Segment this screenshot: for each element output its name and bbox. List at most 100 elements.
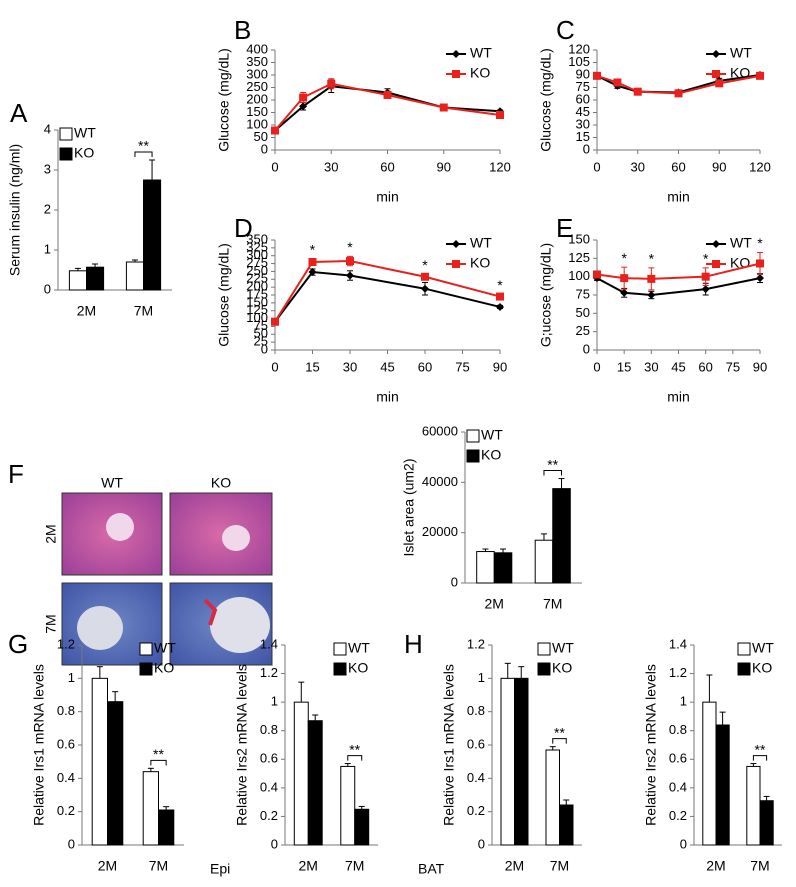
marker: [712, 50, 720, 58]
panel-letter: F: [8, 459, 24, 489]
note: Epi: [210, 861, 230, 877]
significance-bracket: [552, 738, 567, 744]
y-tick-label: 300: [246, 247, 268, 262]
y-tick-label: 200: [246, 91, 268, 106]
x-tick-label: 60: [418, 359, 432, 374]
marker: [421, 284, 429, 293]
y-tick-label: 350: [246, 231, 268, 246]
y-tick-label: 250: [246, 79, 268, 94]
islet: [106, 513, 134, 541]
y-axis-label: Relative Irs2 mRNA levels: [643, 664, 659, 826]
y-tick-label: 1: [478, 670, 485, 685]
islet: [222, 525, 250, 551]
legend-label: WT: [730, 45, 752, 61]
y-tick-label: 1: [68, 670, 75, 685]
y-tick-label: 0: [261, 341, 268, 356]
marker: [271, 126, 279, 135]
marker: [756, 274, 764, 283]
bar: [143, 179, 162, 291]
x-tick-label: 30: [343, 359, 357, 374]
y-tick-label: 200: [246, 279, 268, 294]
y-tick-label: 0.2: [669, 808, 687, 823]
marker: [439, 103, 448, 112]
y-tick-label: 2: [44, 201, 51, 216]
legend-label: KO: [481, 447, 501, 463]
x-tick-label: 15: [305, 359, 319, 374]
marker: [712, 240, 720, 248]
y-tick-label: 0.4: [669, 779, 687, 794]
bar: [559, 804, 574, 846]
x-tick-label: 45: [671, 359, 685, 374]
significance: *: [649, 251, 655, 267]
micrograph-column: KO: [211, 475, 231, 491]
x-tick-label: 7M: [149, 858, 168, 874]
y-tick-label: 0.2: [260, 808, 278, 823]
y-axis-label: Islet area (um2): [401, 458, 417, 556]
x-tick-label: 2M: [706, 858, 725, 874]
micrograph: [169, 492, 273, 576]
y-tick-label: 1.4: [669, 636, 687, 651]
marker: [633, 87, 642, 96]
y-tick-label: 1.2: [467, 636, 485, 651]
marker: [593, 270, 601, 279]
bar: [746, 765, 761, 846]
y-tick-label: 225: [246, 271, 268, 286]
marker: [452, 70, 460, 78]
y-tick-label: 100: [568, 268, 590, 283]
x-tick-label: 0: [271, 359, 278, 374]
bar: [68, 270, 88, 291]
significance: **: [755, 741, 766, 757]
x-tick-label: 2M: [299, 858, 318, 874]
y-tick-label: 0: [44, 281, 51, 296]
y-tick-label: 50: [576, 305, 590, 320]
bar: [500, 677, 515, 846]
marker: [756, 259, 764, 268]
y-axis-label: Relative Irs1 mRNA levels: [441, 664, 457, 826]
bar: [534, 539, 554, 584]
marker: [613, 78, 622, 87]
legend-swatch: [333, 642, 347, 656]
y-tick-label: 60000: [422, 423, 458, 438]
y-axis-label: G;ucose (mg/dL): [538, 243, 554, 347]
x-tick-label: 90: [437, 159, 451, 174]
x-tick-label: 2M: [485, 596, 504, 612]
y-tick-label: 300: [246, 66, 268, 81]
marker: [452, 260, 460, 268]
y-tick-label: 350: [246, 54, 268, 69]
y-tick-label: 0.4: [260, 779, 278, 794]
y-tick-label: 3: [44, 161, 51, 176]
bar: [715, 724, 730, 846]
bar: [476, 551, 495, 584]
y-tick-label: 25: [576, 323, 590, 338]
micrographs: WT KO 2M 7M: [43, 475, 273, 666]
marker: [452, 50, 460, 58]
legend-swatch: [466, 429, 480, 443]
x-axis-label: min: [667, 389, 690, 405]
marker: [647, 291, 656, 299]
y-tick-label: 1.2: [260, 665, 278, 680]
y-axis-label: Glucose (mg/dL): [538, 48, 554, 151]
y-tick-label: 0: [583, 341, 590, 356]
y-tick-label: 325: [246, 239, 268, 254]
bar: [552, 488, 571, 584]
panel-letter: A: [10, 98, 28, 128]
marker: [346, 257, 354, 266]
y-tick-label: 0.4: [467, 770, 485, 785]
y-tick-label: 100: [246, 116, 268, 131]
legend-swatch: [737, 662, 751, 676]
marker: [271, 317, 279, 326]
y-tick-label: 50: [254, 129, 268, 144]
micrograph-row: 2M: [43, 524, 59, 543]
legend-label: WT: [348, 640, 370, 656]
marker: [715, 79, 724, 88]
y-tick-label: 0.6: [669, 751, 687, 766]
y-tick-label: 1.2: [57, 636, 75, 651]
legend-label: WT: [74, 125, 96, 141]
y-tick-label: 0.8: [669, 722, 687, 737]
x-tick-label: 0: [593, 359, 600, 374]
marker: [647, 274, 656, 283]
y-axis-label: Glucose (mg/dL): [216, 243, 232, 346]
bar: [702, 701, 717, 846]
marker: [496, 302, 504, 311]
